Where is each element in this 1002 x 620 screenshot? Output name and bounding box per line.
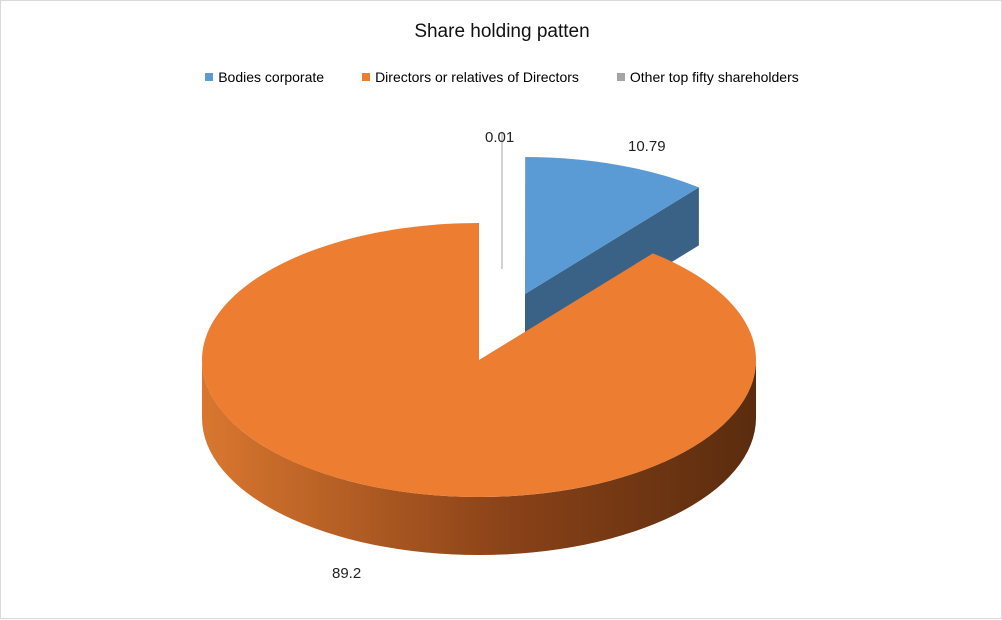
legend-swatch — [616, 73, 625, 81]
slice-directors — [201, 223, 756, 498]
legend-item-other-top-fifty: Other top fifty shareholders — [616, 69, 799, 85]
legend-label: Other top fifty shareholders — [629, 69, 799, 85]
legend-item-bodies-corporate: Bodies corporate — [205, 69, 324, 85]
chart-title: Share holding patten — [414, 21, 590, 42]
data-label-bodies-corporate: 10.79 — [628, 138, 666, 155]
slice-bodies-corporate — [525, 157, 699, 294]
legend-swatch — [205, 73, 214, 81]
data-label-other-top-fifty: 0.01 — [485, 129, 515, 146]
data-label-directors: 89.2 — [332, 565, 362, 582]
slice-side-directors — [202, 360, 756, 555]
legend: Bodies corporate Directors or relatives … — [1, 69, 1002, 85]
legend-label: Directors or relatives of Directors — [375, 69, 579, 85]
legend-swatch — [362, 73, 371, 81]
legend-item-directors: Directors or relatives of Directors — [362, 69, 579, 85]
legend-label: Bodies corporate — [218, 69, 325, 85]
